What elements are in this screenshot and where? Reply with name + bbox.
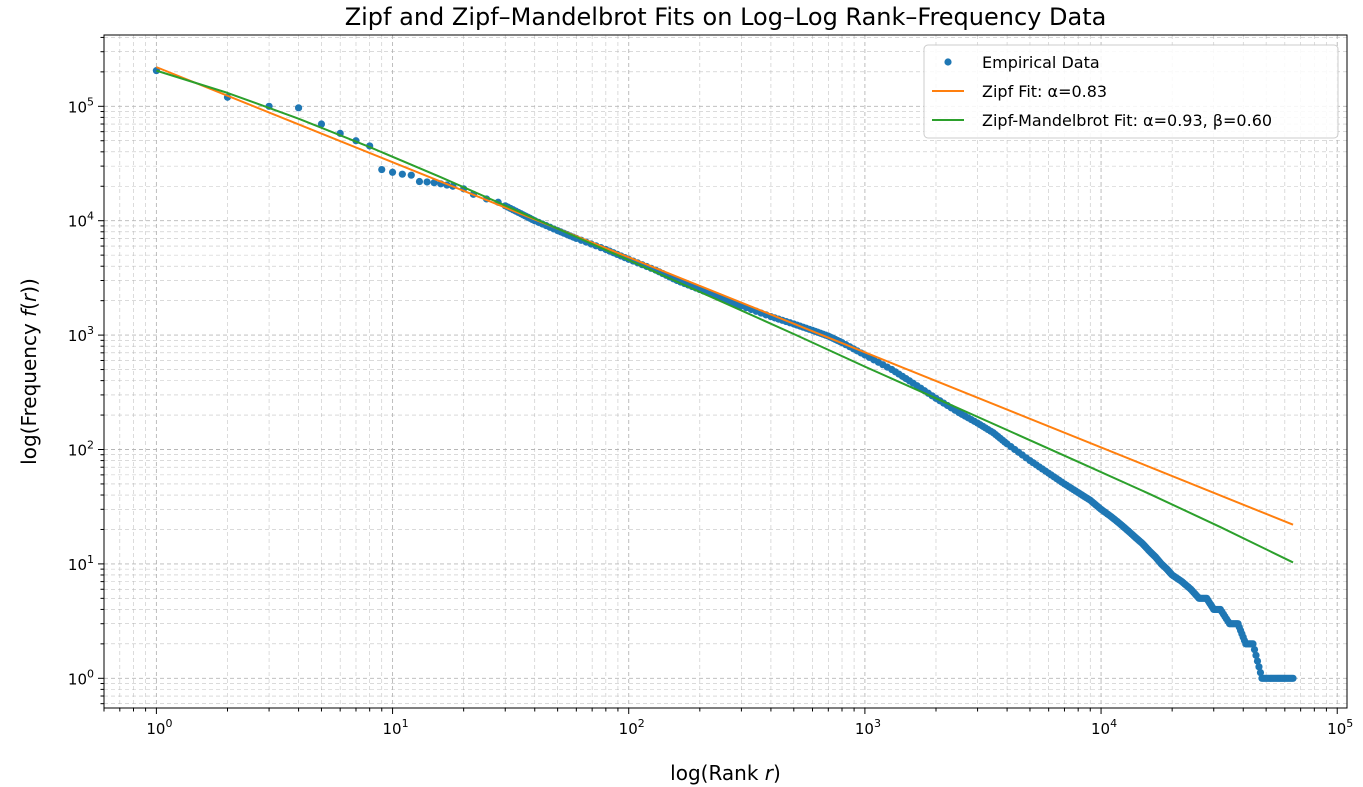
legend-label: Zipf Fit: α=0.83 [982,82,1107,101]
series-group [152,66,1297,682]
data-point [415,177,424,186]
tick-label-exponent: 5 [87,95,94,108]
tick-label-base: 10 [68,98,87,116]
data-point [317,120,326,128]
data-point-interp [1252,651,1260,659]
y-axis-label-part: log(Frequency [17,317,41,465]
data-point-interp [970,417,979,425]
y-axis-label: log(Frequency f(r)) [17,278,41,465]
data-point-interp [1253,657,1262,665]
tick-label-base: 10 [1327,720,1346,738]
data-point-interp [883,363,891,371]
tick-label-base: 10 [68,213,87,231]
data-point-interp [1288,674,1296,682]
data-point-interp [1255,663,1263,671]
tick-label-base: 10 [68,556,87,574]
data-point [294,104,303,112]
tick-label-exponent: 0 [87,667,94,680]
x-axis-label-var: r [765,761,775,785]
x-tick-label: 102 [619,717,645,738]
series-zipf-mandelbrot-fit-line [156,69,1294,564]
data-point-interp [905,377,914,385]
data-point-interp [1250,645,1259,654]
data-point [398,170,406,178]
tick-label-exponent: 3 [874,717,881,730]
y-axis-label-part: )) [17,278,41,294]
x-axis-label-text: log(Rank [670,761,765,785]
y-tick-label: 101 [68,553,94,574]
chart-title: Zipf and Zipf–Mandelbrot Fits on Log–Log… [345,3,1107,31]
x-tick-label: 103 [855,717,881,738]
legend-label: Empirical Data [982,53,1100,72]
tick-label-base: 10 [146,720,165,738]
tick-label-exponent: 2 [638,717,645,730]
tick-marks [98,36,1338,714]
x-axis-label: log(Rank r) [670,761,781,785]
tick-label-base: 10 [1091,720,1110,738]
legend-box [923,44,1339,139]
data-point-interp [1041,467,1050,475]
y-axis-label-part: r [17,292,41,302]
y-tick-label: 100 [68,667,94,688]
tick-label-exponent: 4 [1110,717,1117,730]
tick-label-exponent: 1 [402,717,409,730]
tick-label-base: 10 [68,670,87,688]
data-point [378,165,386,174]
data-point-interp [1256,668,1265,677]
series-zipf-fit-line [156,66,1294,526]
x-tick-label: 105 [1327,717,1353,738]
x-axis-label-close: ) [773,761,781,785]
data-point [388,168,397,176]
tick-label-exponent: 5 [1346,717,1353,730]
tick-label-base: 10 [68,441,87,459]
grid-lines [103,35,1347,708]
x-tick-label: 100 [146,717,172,738]
tick-label-base: 10 [855,720,874,738]
data-point [430,179,438,187]
y-tick-label: 103 [68,324,94,345]
legend-label: Zipf-Mandelbrot Fit: α=0.93, β=0.60 [982,111,1272,130]
tick-label-exponent: 2 [87,438,94,451]
data-point [407,171,415,179]
tick-label-base: 10 [619,720,638,738]
y-tick-label: 104 [68,210,94,231]
legend-marker-empirical-data [944,58,952,66]
data-point-interp [1001,438,1009,446]
tick-label-exponent: 0 [165,717,172,730]
tick-label-exponent: 4 [87,210,94,223]
tick-label-base: 10 [68,327,87,345]
data-point-interp [1248,640,1256,648]
tick-label-base: 10 [383,720,402,738]
y-axis-label-part: ( [17,302,41,310]
tick-label-exponent: 1 [87,553,94,566]
data-point-interp [1022,454,1030,462]
y-tick-label: 102 [68,438,94,459]
tick-label-exponent: 3 [87,324,94,337]
data-point [423,178,431,186]
y-axis-label-part: f [17,307,41,317]
axes-frame [103,34,1348,709]
x-tick-label: 104 [1091,717,1117,738]
y-tick-label: 105 [68,95,94,116]
x-tick-label: 101 [383,717,409,738]
legend: Empirical Data Zipf Fit: α=0.83 Zipf-Mande… [923,44,1339,139]
plot-area [104,35,1347,708]
